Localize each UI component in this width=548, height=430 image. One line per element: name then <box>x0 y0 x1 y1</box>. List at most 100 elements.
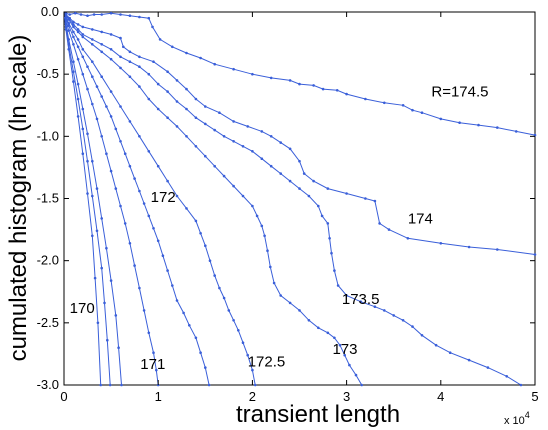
data-point <box>86 159 89 163</box>
data-point <box>175 299 179 302</box>
data-point <box>279 172 283 175</box>
data-point <box>81 55 85 59</box>
data-point <box>119 105 122 108</box>
data-point <box>345 294 348 297</box>
data-point <box>99 383 102 387</box>
x-tick-label: 5 <box>531 389 538 404</box>
data-point <box>100 50 103 54</box>
data-point <box>317 326 320 330</box>
data-point <box>79 13 83 16</box>
data-point <box>204 244 207 247</box>
data-point <box>251 72 254 76</box>
data-point <box>76 57 80 61</box>
data-point <box>194 97 198 101</box>
data-point <box>260 224 264 228</box>
data-point <box>119 66 122 70</box>
data-point <box>378 222 381 225</box>
tick-labels: 0 1 2 3 4 5 0.0 -0.5 -1.0 -1.5 -2.0 -2.5 -3.0 <box>37 4 539 404</box>
data-point <box>100 13 103 16</box>
data-point <box>109 115 113 118</box>
data-point <box>188 324 191 327</box>
data-point <box>100 266 103 270</box>
data-point <box>338 343 342 347</box>
y-tick-label: -3.0 <box>37 377 59 392</box>
data-point <box>241 341 245 345</box>
data-point <box>298 159 301 163</box>
data-point <box>128 75 132 78</box>
data-point <box>133 264 136 267</box>
data-point <box>138 286 141 290</box>
data-point <box>81 35 85 39</box>
data-point <box>269 265 272 269</box>
data-point <box>185 207 188 210</box>
series-label: 173 <box>332 341 357 358</box>
data-point <box>138 85 141 88</box>
data-point <box>222 174 226 178</box>
data-point <box>81 152 85 155</box>
data-point <box>383 101 386 105</box>
x-tick-label: 4 <box>437 389 444 404</box>
data-point <box>348 363 351 367</box>
data-point <box>72 25 75 29</box>
data-point <box>194 116 198 119</box>
data-point <box>120 383 123 387</box>
data-point <box>76 28 80 31</box>
data-point <box>321 87 325 91</box>
data-point <box>227 309 231 312</box>
data-point <box>288 179 292 183</box>
data-point <box>533 253 537 256</box>
data-point <box>255 214 259 218</box>
x-tick-label: 1 <box>155 389 162 404</box>
data-point <box>467 245 471 249</box>
data-point <box>232 184 235 188</box>
data-point <box>199 56 202 60</box>
data-point <box>67 29 70 32</box>
data-point <box>86 192 89 195</box>
data-point <box>152 351 155 355</box>
data-point <box>232 120 235 123</box>
data-point <box>109 169 113 173</box>
data-point <box>166 90 169 93</box>
data-point <box>194 336 198 340</box>
data-point <box>64 28 68 31</box>
data-point <box>533 133 537 137</box>
data-point <box>288 79 292 82</box>
data-point <box>326 222 330 225</box>
data-point <box>175 79 179 82</box>
data-point <box>72 80 75 83</box>
data-point <box>335 89 339 92</box>
series-label: 171 <box>140 356 165 373</box>
data-point <box>439 242 443 245</box>
data-point <box>279 294 283 297</box>
data-point <box>260 130 264 133</box>
data-point <box>204 366 207 369</box>
data-point <box>185 87 188 91</box>
data-point <box>119 55 122 59</box>
data-point <box>81 107 85 111</box>
data-point <box>67 18 70 21</box>
y-tick-label: -1.5 <box>37 191 59 206</box>
data-point <box>199 232 202 235</box>
data-point <box>138 15 141 19</box>
data-point <box>359 300 363 304</box>
data-point <box>95 117 99 121</box>
data-point <box>392 314 396 317</box>
data-point <box>411 325 414 328</box>
data-point <box>204 105 207 108</box>
data-point <box>72 60 75 63</box>
data-point <box>420 111 424 114</box>
data-point <box>269 164 273 168</box>
data-point <box>119 204 122 208</box>
data-point <box>119 13 122 16</box>
data-point <box>175 194 179 198</box>
data-point <box>156 82 160 86</box>
data-point <box>383 309 386 312</box>
data-point <box>95 85 99 88</box>
data-point <box>109 11 113 15</box>
data-point <box>122 45 125 49</box>
data-point <box>72 20 75 24</box>
data-point <box>91 75 94 78</box>
data-point <box>166 179 169 183</box>
data-point <box>151 25 154 29</box>
data-point <box>86 65 89 68</box>
